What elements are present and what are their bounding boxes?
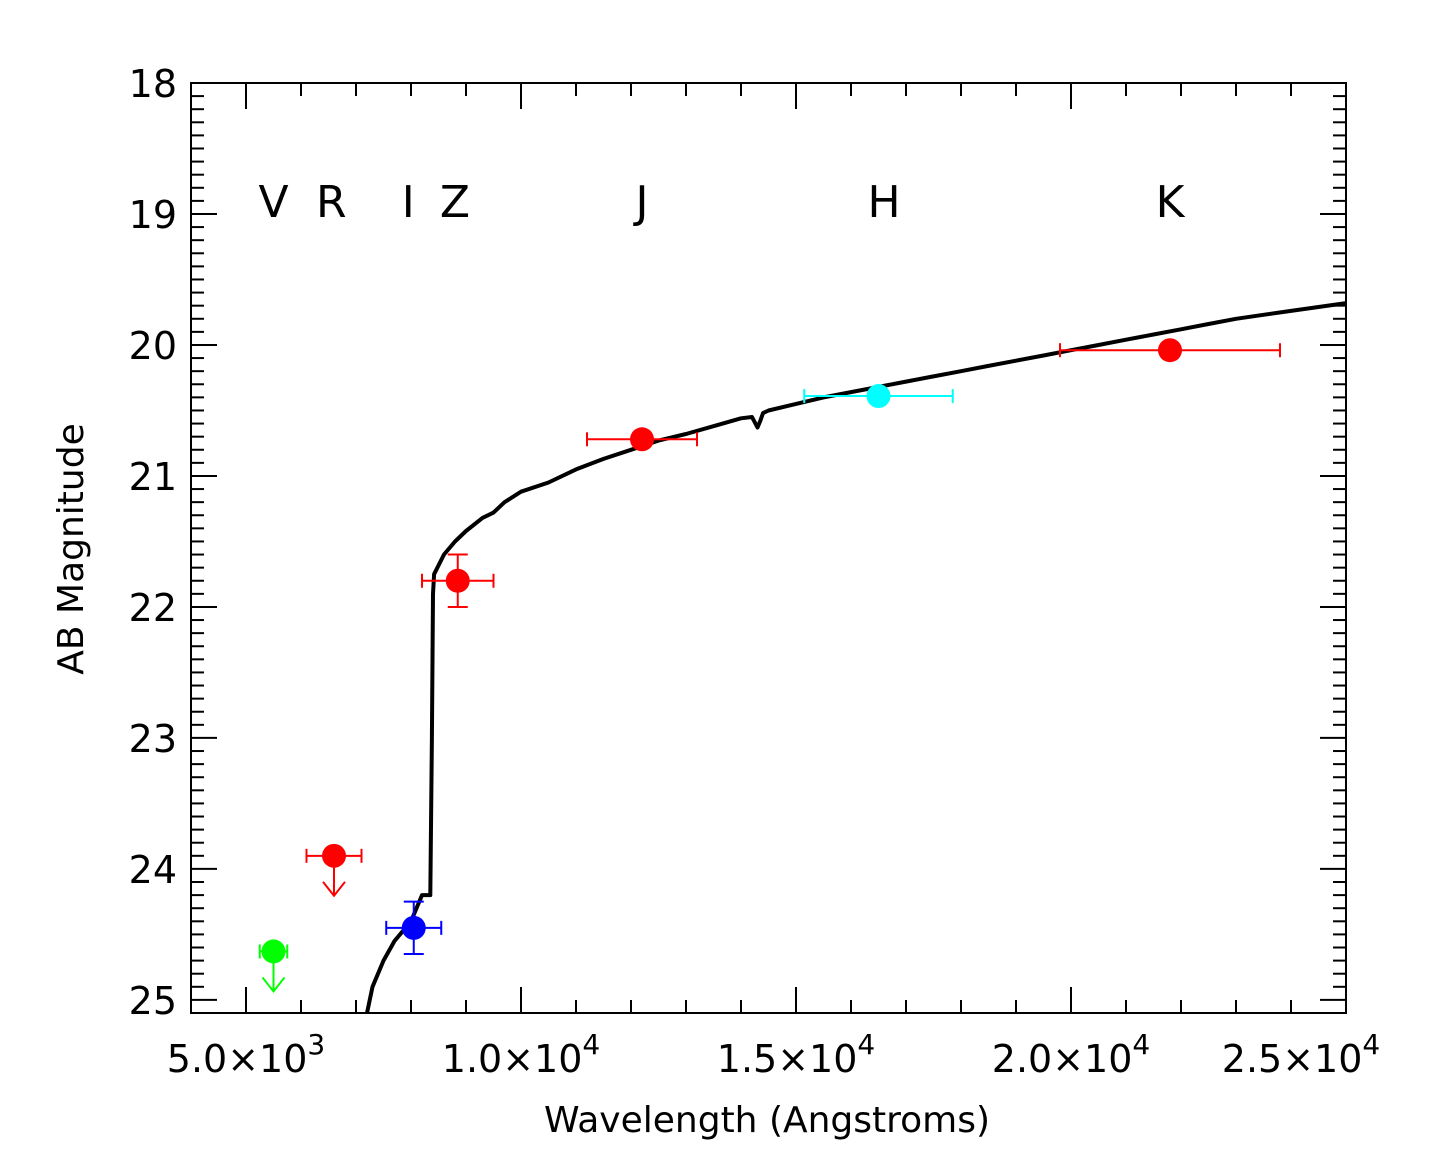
marker-R	[322, 843, 346, 868]
x-tick-exponent: 3	[307, 1028, 325, 1061]
marker-I	[401, 915, 426, 940]
y-axis-title: AB Magnitude	[51, 423, 92, 675]
y-tick-label: 25	[129, 979, 177, 1023]
data-point-K	[1059, 338, 1281, 363]
x-tick-mantissa: 1.0×10	[442, 1037, 583, 1081]
x-tick-label: 1.5×104	[717, 1028, 875, 1081]
band-label-H: H	[867, 177, 900, 228]
x-tick-mantissa: 5.0×10	[167, 1037, 308, 1081]
marker-K	[1158, 338, 1182, 363]
x-tick-label: 5.0×103	[167, 1028, 325, 1081]
data-points-layer	[258, 338, 1281, 994]
band-label-R: R	[316, 177, 347, 228]
marker-V	[261, 939, 286, 964]
upper-limit-arrow-V	[261, 976, 286, 994]
x-tick-label: 2.5×104	[1222, 1028, 1380, 1081]
band-label-J: J	[633, 177, 649, 228]
x-tick-exponent: 4	[1132, 1028, 1150, 1061]
y-tick-label: 22	[129, 586, 177, 630]
y-tick-label: 21	[129, 455, 177, 499]
band-label-Z: Z	[440, 177, 470, 228]
band-label-K: K	[1156, 177, 1186, 228]
x-tick-mantissa: 2.0×10	[992, 1037, 1133, 1081]
upper-limit-arrow-R	[322, 881, 346, 898]
model-curve-line	[365, 301, 1346, 1013]
x-tick-label: 2.0×104	[992, 1028, 1150, 1081]
data-point-I	[385, 900, 443, 956]
plot-frame	[190, 82, 1347, 1014]
marker-J	[630, 427, 654, 452]
y-tick-label: 24	[129, 848, 177, 892]
marker-H	[866, 384, 891, 409]
band-label-V: V	[258, 177, 288, 228]
axes-layer	[190, 82, 1347, 1014]
x-tick-exponent: 4	[857, 1028, 875, 1061]
y-tick-label: 18	[129, 62, 177, 106]
x-tick-exponent: 4	[582, 1028, 600, 1061]
x-tick-exponent: 4	[1362, 1028, 1380, 1061]
data-point-J	[586, 427, 698, 452]
data-point-R	[305, 843, 363, 898]
y-tick-label: 19	[129, 193, 177, 237]
x-tick-mantissa: 1.5×10	[717, 1037, 858, 1081]
data-point-V	[258, 939, 289, 994]
x-tick-label: 1.0×104	[442, 1028, 600, 1081]
data-point-H	[803, 384, 954, 409]
x-axis-title: Wavelength (Angstroms)	[544, 1100, 990, 1141]
y-tick-label: 23	[129, 717, 177, 761]
y-tick-label: 20	[129, 324, 177, 368]
marker-Z	[445, 568, 470, 593]
data-point-Z	[421, 553, 495, 608]
model-curve-layer	[365, 301, 1346, 1013]
band-label-I: I	[402, 177, 415, 228]
x-tick-mantissa: 2.5×10	[1222, 1037, 1363, 1081]
